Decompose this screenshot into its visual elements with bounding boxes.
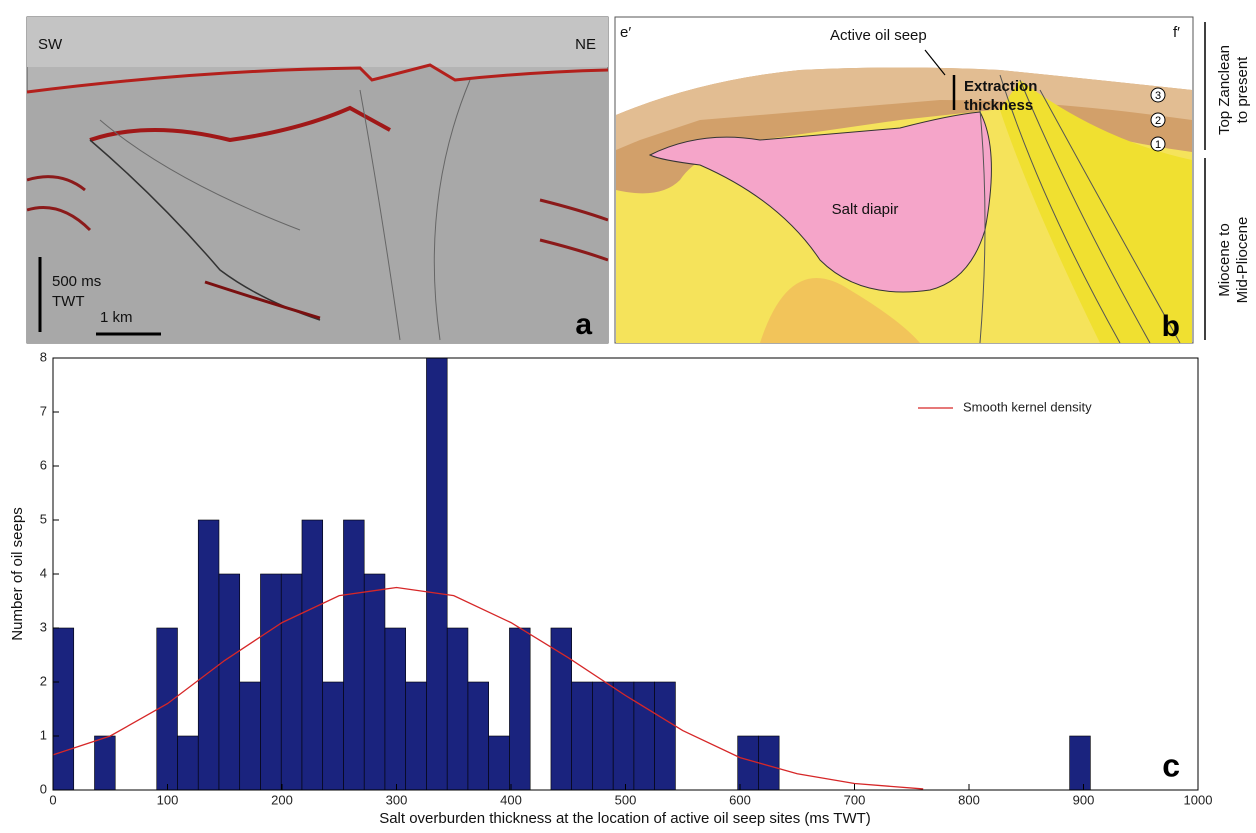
annotation: Active oil seep: [830, 27, 927, 44]
bar: [467, 681, 489, 791]
bar: [426, 357, 448, 791]
annotation: Extraction: [964, 78, 1037, 95]
bar: [488, 735, 510, 791]
bar: [592, 681, 614, 791]
bar: [1069, 735, 1091, 791]
bar: [509, 627, 531, 791]
density-line: [52, 586, 924, 790]
water-column: [27, 17, 608, 67]
sediment: [27, 65, 608, 343]
legend-label: Smooth kernel density: [963, 399, 1092, 414]
bar: [654, 681, 676, 791]
unit-label: 1: [1155, 139, 1161, 151]
x-axis-label: Salt overburden thickness at the locatio…: [379, 810, 871, 827]
reflector: [26, 175, 609, 262]
y-tick-label: 3: [40, 619, 47, 634]
bar: [260, 573, 282, 791]
seafloor-reflector: [26, 63, 609, 94]
x-tick-label: 900: [1073, 792, 1095, 807]
leader-line: [924, 49, 946, 76]
panel-label: c: [1162, 747, 1180, 783]
bar: [737, 735, 759, 791]
bar: [156, 627, 178, 791]
dipping-strata: [1000, 80, 1192, 343]
horizon: [979, 74, 1181, 344]
x-tick-label: 600: [729, 792, 751, 807]
bar: [384, 627, 407, 791]
bar: [94, 735, 116, 791]
direction-label: SW: [38, 36, 63, 53]
bar: [633, 681, 655, 791]
y-tick-label: 1: [40, 727, 47, 742]
panel-label: b: [1162, 310, 1180, 343]
bar: [218, 573, 241, 791]
bar: [301, 519, 324, 791]
bar: [177, 735, 199, 791]
scale-label: 500 ms: [52, 273, 101, 290]
x-tick-label: 800: [958, 792, 980, 807]
unit-label: 2: [1155, 115, 1161, 127]
panel-a: SW NE 500 ms TWT 1 km a: [26, 16, 609, 344]
y-tick-label: 5: [40, 511, 47, 526]
y-tick-label: 0: [40, 781, 47, 796]
bar: [197, 519, 220, 791]
y-tick-label: 2: [40, 673, 47, 688]
bar: [239, 681, 261, 791]
x-tick-label: 1000: [1184, 792, 1213, 807]
interval-label: to present: [1234, 56, 1251, 124]
bar: [571, 681, 593, 791]
interval-label: Mid-Pliocene: [1234, 217, 1251, 304]
bar: [405, 681, 427, 791]
unit-marker: [1150, 112, 1166, 128]
y-tick-label: 4: [40, 565, 47, 580]
y-tick-label: 6: [40, 457, 47, 472]
miocene-layer: [760, 277, 920, 343]
x-tick-label: 700: [844, 792, 866, 807]
interval-label: Top Zanclean: [1216, 45, 1233, 135]
bar: [550, 627, 572, 791]
young-layer: [616, 67, 1192, 150]
x-tick-label: 0: [49, 792, 56, 807]
x-tick-label: 500: [615, 792, 637, 807]
annotation: thickness: [964, 97, 1033, 114]
unit-marker: [1150, 136, 1166, 152]
panel-b: e′ f′ Active oil seep Extraction thickne…: [614, 16, 1251, 344]
interval-label: Miocene to: [1216, 223, 1233, 296]
bar: [343, 519, 365, 791]
bar: [52, 627, 75, 791]
annotation: Salt diapir: [832, 201, 899, 218]
unit-marker: [1150, 87, 1166, 103]
bar: [758, 735, 780, 791]
x-tick-label: 100: [157, 792, 179, 807]
bar: [363, 573, 386, 791]
scale-label: TWT: [52, 293, 84, 310]
y-tick-label: 7: [40, 403, 47, 418]
section-end-label: f′: [1173, 24, 1180, 41]
bar: [446, 627, 469, 791]
x-tick-label: 200: [271, 792, 293, 807]
bar: [322, 681, 344, 791]
y-axis-label: Number of oil seeps: [9, 507, 26, 640]
bar: [280, 573, 303, 791]
x-tick-label: 300: [386, 792, 408, 807]
panel-label: a: [575, 308, 592, 341]
scale-label: 1 km: [100, 309, 133, 326]
section-end-label: e′: [620, 24, 631, 41]
direction-label: NE: [575, 36, 596, 53]
unit-label: 3: [1155, 90, 1161, 102]
x-tick-label: 400: [500, 792, 522, 807]
reflector: [99, 79, 471, 341]
y-tick-label: 8: [40, 349, 47, 364]
salt-top-reflector: [89, 105, 391, 143]
reflector: [204, 280, 321, 320]
